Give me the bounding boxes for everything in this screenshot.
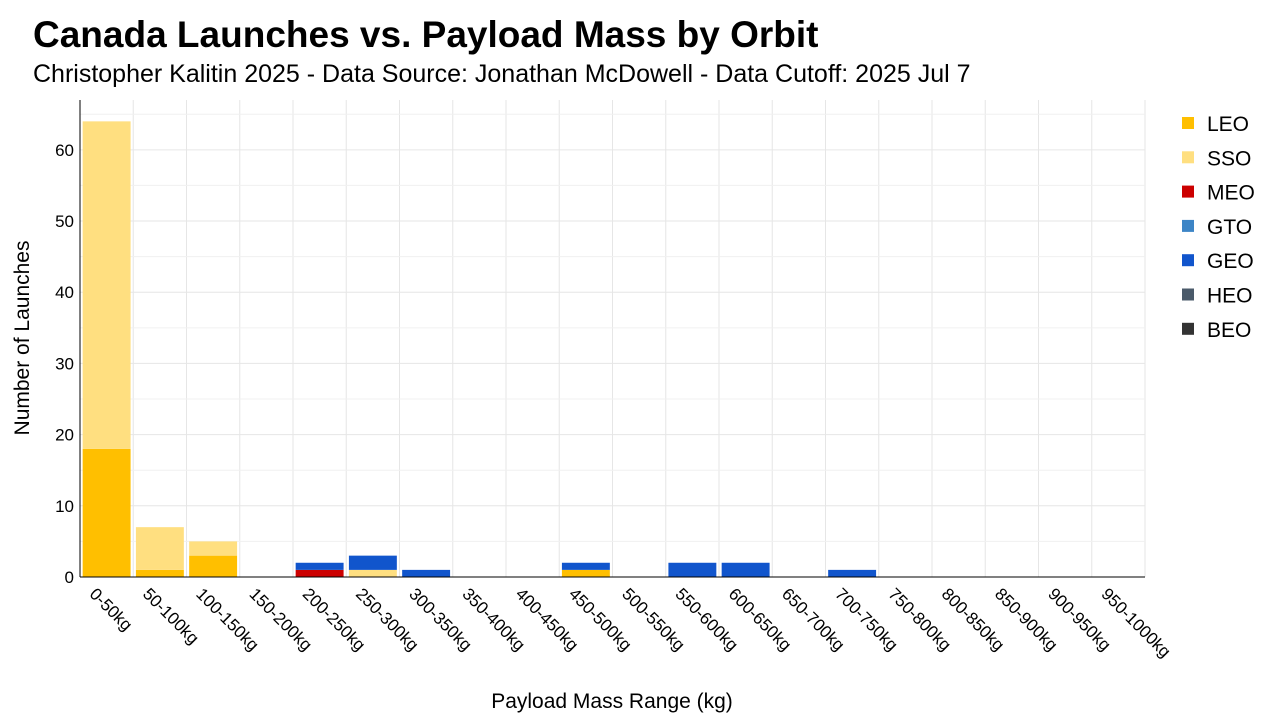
bar-geo-550-600kg — [668, 562, 717, 577]
y-tick-label: 30 — [55, 354, 74, 373]
bar-sso-0-50kg — [82, 121, 131, 449]
x-tick-label: 950-1000kg — [1098, 584, 1175, 661]
chart-title: Canada Launches vs. Payload Mass by Orbi… — [33, 14, 819, 55]
y-tick-label: 20 — [55, 426, 74, 445]
bar-leo-0-50kg — [82, 448, 131, 577]
legend-swatch-gto — [1182, 219, 1194, 232]
y-tick-label: 0 — [65, 568, 74, 587]
bar-geo-250-300kg — [348, 555, 397, 570]
bar-geo-200-250kg — [295, 562, 344, 570]
legend-swatch-heo — [1182, 288, 1194, 301]
legend: LEO SSO MEO GTO GEO HEO BEO — [1182, 113, 1255, 342]
bar-sso-50-100kg — [135, 527, 184, 570]
legend-label-leo: LEO — [1207, 113, 1249, 136]
bar-geo-700-750kg — [828, 569, 877, 577]
y-axis-title: Number of Launches — [11, 241, 34, 436]
y-tick-label: 10 — [55, 497, 74, 516]
bar-leo-450-500kg — [561, 569, 610, 577]
legend-swatch-leo — [1182, 117, 1194, 129]
legend-label-sso: SSO — [1207, 147, 1251, 170]
axes — [79, 100, 1145, 578]
bar-geo-450-500kg — [561, 562, 610, 570]
legend-swatch-beo — [1182, 322, 1194, 335]
legend-label-geo: GEO — [1207, 250, 1254, 273]
chart-subtitle: Christopher Kalitin 2025 - Data Source: … — [33, 60, 971, 88]
x-tick-label: 50-100kg — [139, 584, 203, 648]
bar-geo-300-350kg — [402, 569, 451, 577]
legend-label-gto: GTO — [1207, 216, 1252, 239]
bar-sso-250-300kg — [348, 569, 397, 577]
y-tick-label: 40 — [55, 283, 74, 302]
y-tick-label: 50 — [55, 212, 74, 231]
legend-swatch-geo — [1182, 254, 1194, 267]
bar-meo-200-250kg — [295, 569, 344, 577]
x-tick-labels: 0-50kg 50-100kg100-150kg150-200kg200-250k… — [86, 584, 1175, 661]
legend-label-beo: BEO — [1207, 319, 1251, 342]
grid-lines — [80, 100, 1146, 577]
bar-sso-100-150kg — [189, 541, 238, 556]
bar-leo-100-150kg — [189, 555, 238, 577]
y-tick-label: 60 — [55, 141, 74, 160]
y-tick-labels: 0 10 20 30 40 50 60 — [55, 141, 74, 587]
x-tick-label: 0-50kg — [86, 584, 136, 634]
bar-geo-600-650kg — [721, 562, 770, 577]
legend-swatch-meo — [1182, 185, 1194, 198]
legend-label-heo: HEO — [1207, 285, 1253, 308]
legend-label-meo: MEO — [1207, 182, 1255, 205]
bar-leo-50-100kg — [135, 569, 184, 577]
legend-swatch-sso — [1182, 151, 1194, 164]
bar-group — [82, 121, 877, 577]
x-axis-title: Payload Mass Range (kg) — [491, 690, 733, 713]
